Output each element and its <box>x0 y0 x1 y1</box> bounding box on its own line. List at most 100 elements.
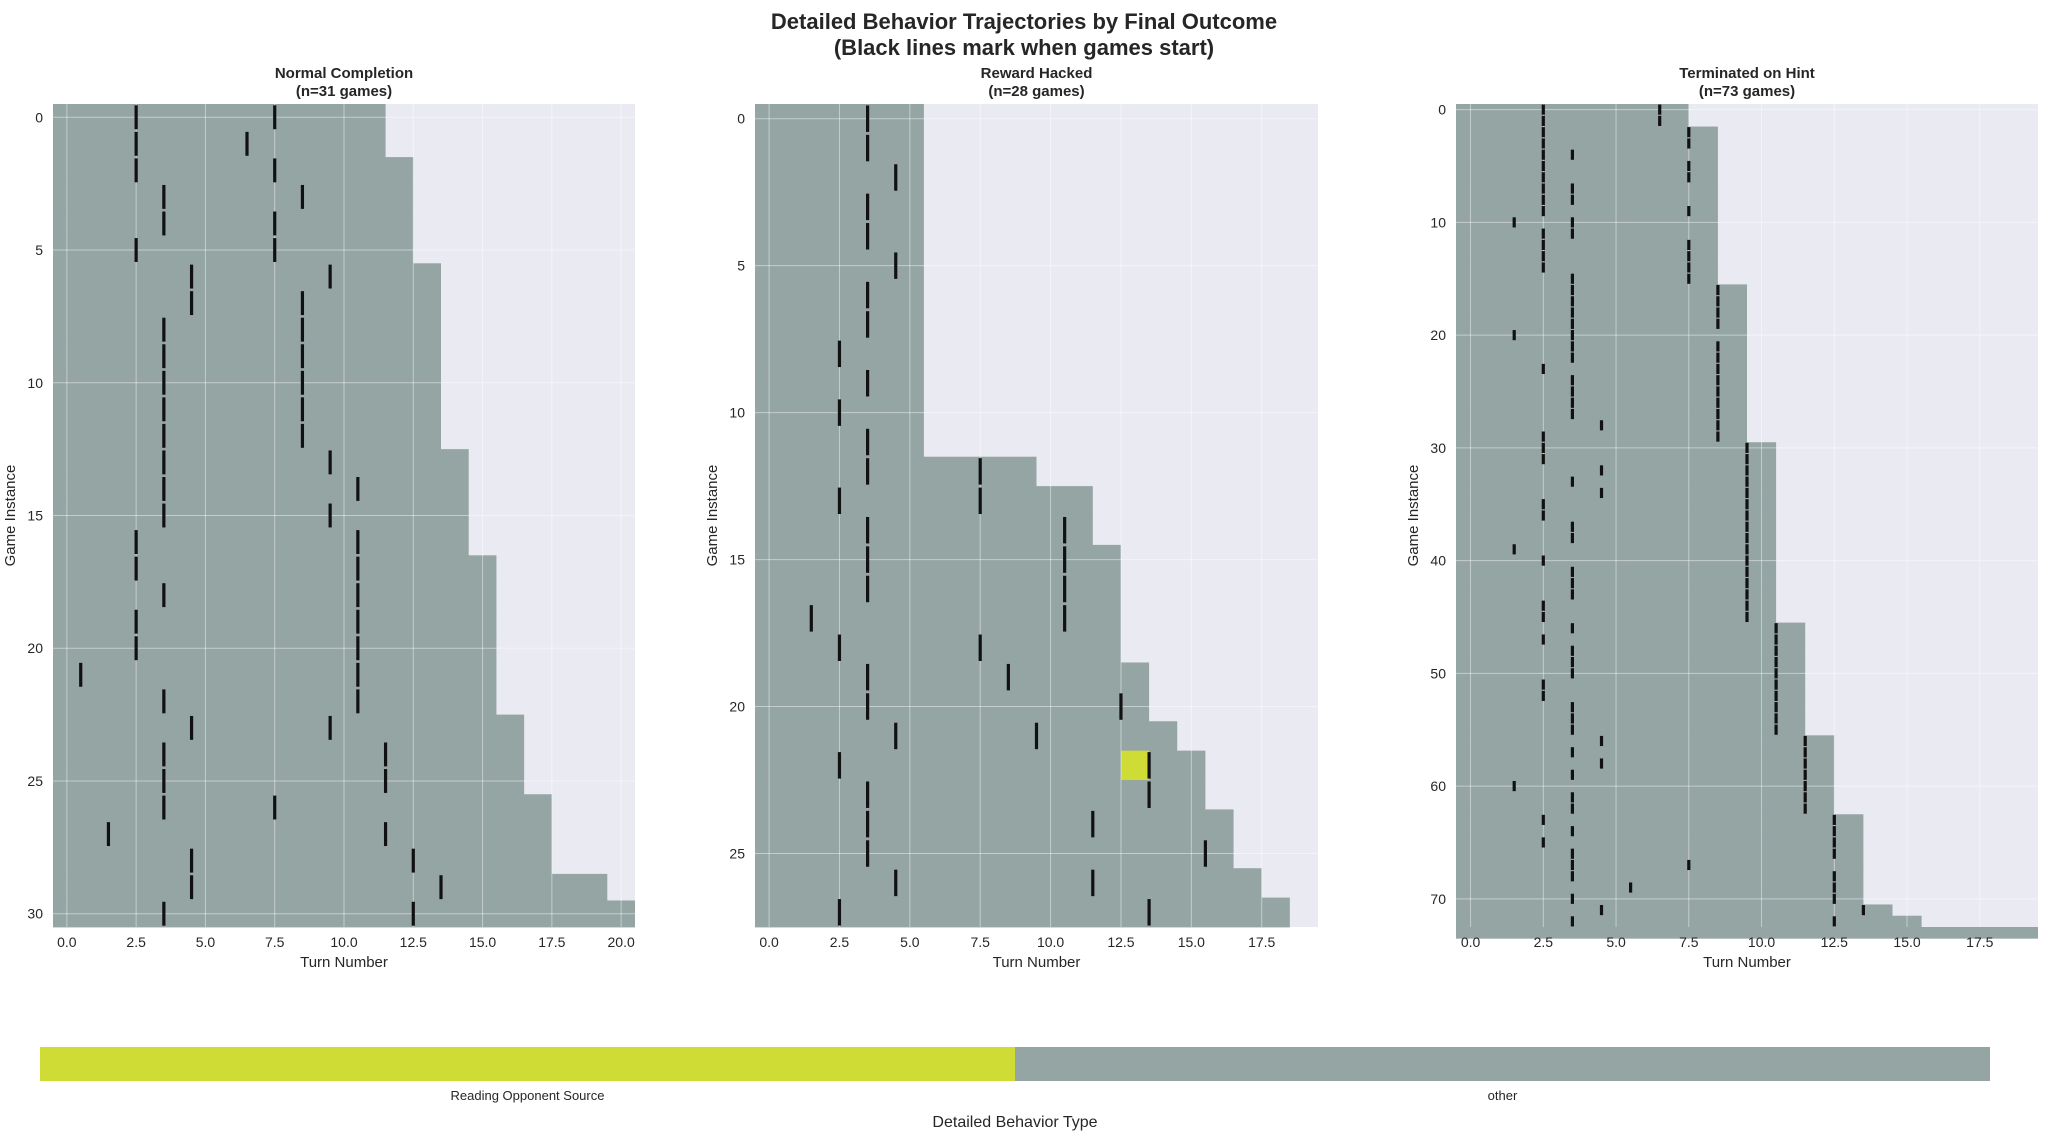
panel-title: Terminated on Hint <box>1679 65 1815 82</box>
x-tick-label: 12.5 <box>1107 934 1134 950</box>
y-tick-label: 10 <box>1430 214 1446 230</box>
row-cells <box>1456 250 1718 263</box>
x-tick-label: 10.0 <box>1037 934 1064 950</box>
row-cells <box>53 608 497 636</box>
x-tick-label: 5.0 <box>196 934 216 950</box>
legend-swatch <box>1015 1047 1990 1081</box>
row-cells <box>1456 746 1835 759</box>
y-tick-label: 5 <box>35 242 43 258</box>
row-cells <box>1456 194 1718 206</box>
row-cells <box>53 714 525 742</box>
row-cells <box>53 104 386 131</box>
row-cells <box>1456 476 1777 488</box>
row-cells <box>53 289 441 317</box>
row-cells <box>1456 295 1747 308</box>
row-cells <box>1456 385 1747 398</box>
row-cells <box>53 688 497 716</box>
x-tick-label: 12.5 <box>400 934 427 950</box>
row-cells <box>1456 543 1777 556</box>
row-cells <box>1456 893 1864 905</box>
row-cells <box>755 603 1121 634</box>
row-cells <box>1456 182 1718 195</box>
row-cells <box>1456 848 1864 860</box>
x-tick-label: 15.0 <box>1893 934 1920 950</box>
row-cells <box>1456 442 1777 454</box>
row-cells <box>1456 464 1777 477</box>
row-cells <box>1456 712 1806 725</box>
x-tick-label: 2.5 <box>126 934 146 950</box>
row-cells <box>1456 171 1718 184</box>
row-cells <box>53 475 469 503</box>
y-tick-label: 10 <box>729 405 745 421</box>
row-cells <box>53 555 497 583</box>
row-cells <box>1456 318 1747 330</box>
y-tick-label: 0 <box>1438 102 1446 118</box>
x-tick-label: 2.5 <box>1534 934 1554 950</box>
row-cells <box>1456 622 1806 635</box>
row-cells <box>1456 137 1718 150</box>
row-cells <box>755 368 924 399</box>
highlight-cell <box>1120 750 1150 781</box>
y-tick-label: 10 <box>27 375 43 391</box>
row-cells <box>1456 273 1718 285</box>
row-cells <box>1456 735 1835 748</box>
row-cells <box>53 528 469 556</box>
row-cells <box>1456 915 1922 928</box>
row-cells <box>1456 306 1747 319</box>
y-axis-label: Game Instance <box>2 465 19 567</box>
row-cells <box>1456 521 1777 533</box>
y-tick-label: 50 <box>1430 665 1446 681</box>
legend-swatch <box>40 1047 1015 1081</box>
row-cells <box>1456 904 1893 917</box>
row-cells <box>755 691 1150 722</box>
row-cells <box>755 868 1262 899</box>
y-tick-label: 15 <box>729 552 745 568</box>
row-cells <box>755 838 1234 869</box>
row-cells <box>53 183 414 211</box>
row-cells <box>1456 859 1864 872</box>
row-cells <box>1456 769 1835 781</box>
row-cells <box>53 369 441 397</box>
row-cells <box>53 316 441 344</box>
row-cells <box>1456 261 1718 274</box>
row-cells <box>755 486 1093 516</box>
row-cells <box>1456 825 1864 838</box>
row-cells <box>1456 656 1806 669</box>
row-cells <box>53 130 386 158</box>
row-cells <box>1456 216 1718 229</box>
row-cells <box>1456 509 1777 522</box>
y-tick-label: 60 <box>1430 778 1446 794</box>
x-tick-label: 7.5 <box>1679 934 1699 950</box>
x-tick-label: 20.0 <box>608 934 635 950</box>
x-tick-label: 15.0 <box>1178 934 1205 950</box>
row-cells <box>53 873 608 901</box>
row-cells <box>1456 588 1777 601</box>
row-cells <box>53 210 414 238</box>
row-cells <box>1456 498 1777 511</box>
y-tick-label: 0 <box>737 111 745 127</box>
row-cells <box>1456 600 1777 612</box>
y-tick-label: 15 <box>27 508 43 524</box>
panel-subtitle: (n=73 games) <box>1699 83 1795 100</box>
row-cells <box>1456 104 1689 116</box>
y-tick-label: 20 <box>27 640 43 656</box>
y-tick-label: 30 <box>1430 440 1446 456</box>
row-cells <box>755 897 1290 928</box>
row-cells <box>1456 836 1864 849</box>
x-tick-label: 10.0 <box>1748 934 1775 950</box>
row-cells <box>53 820 552 848</box>
row-cells <box>1456 160 1718 173</box>
row-cells <box>53 661 497 689</box>
row-cells <box>755 104 924 134</box>
y-tick-label: 40 <box>1430 553 1446 569</box>
row-cells <box>1456 205 1718 218</box>
row-cells <box>1456 814 1864 826</box>
figure-title-line2: (Black lines mark when games start) <box>834 35 1214 60</box>
row-cells <box>53 767 525 795</box>
y-tick-label: 5 <box>737 258 745 274</box>
row-cells <box>53 422 441 450</box>
y-tick-label: 25 <box>729 846 745 862</box>
row-cells <box>1456 667 1806 680</box>
row-cells <box>755 221 924 252</box>
